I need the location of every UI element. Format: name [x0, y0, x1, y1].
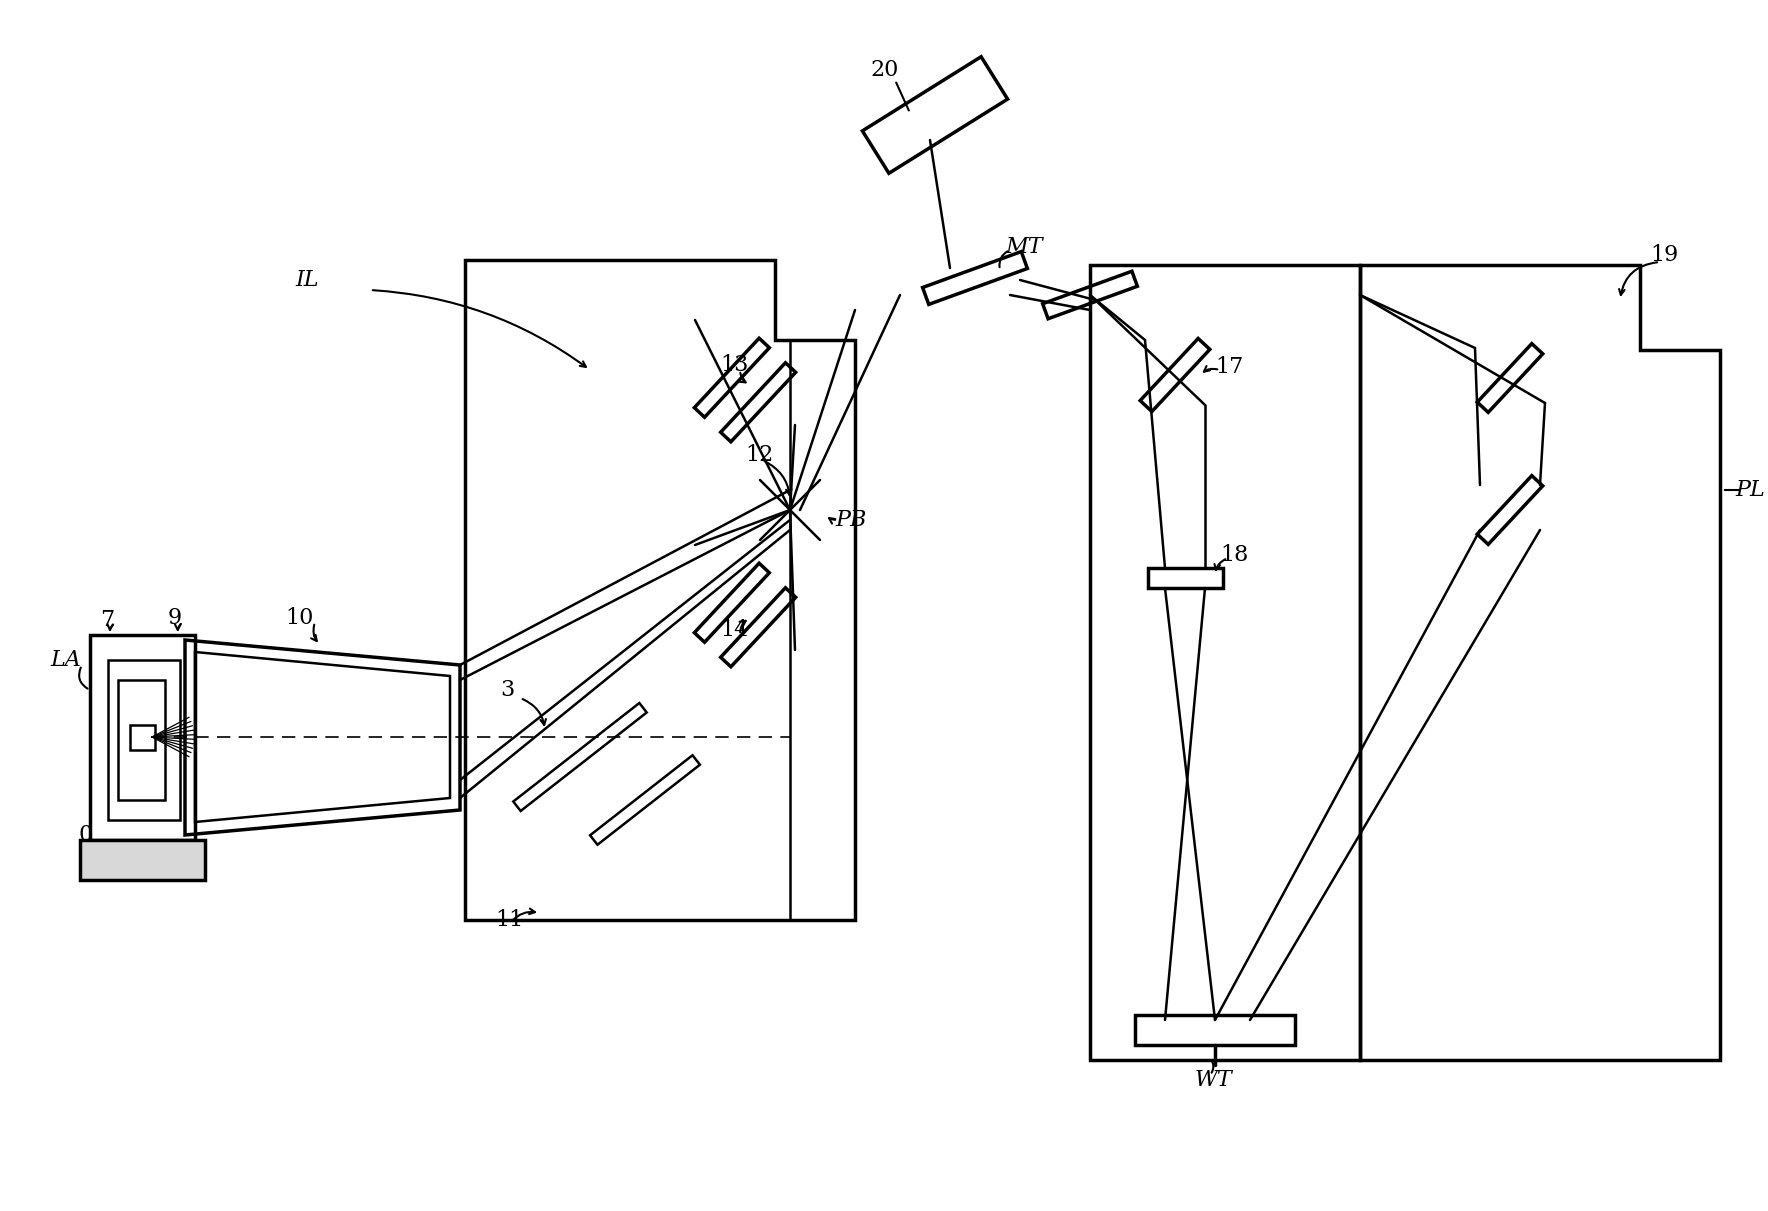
Text: 18: 18: [1220, 544, 1248, 566]
Text: 9: 9: [168, 607, 182, 629]
Text: WT: WT: [1195, 1069, 1232, 1091]
Text: 10: 10: [285, 607, 313, 629]
Polygon shape: [80, 840, 205, 880]
Text: 11: 11: [495, 909, 523, 931]
Text: 17: 17: [1215, 356, 1243, 378]
Text: 0: 0: [78, 823, 92, 846]
Text: 12: 12: [744, 444, 773, 466]
Text: 13: 13: [720, 354, 748, 375]
Text: 20: 20: [870, 59, 898, 81]
Text: 7: 7: [101, 609, 115, 631]
Text: LA: LA: [50, 649, 81, 671]
Text: MT: MT: [1004, 236, 1043, 258]
Text: IL: IL: [295, 269, 318, 291]
Text: 14: 14: [720, 619, 748, 641]
Text: PL: PL: [1734, 480, 1764, 501]
Text: 19: 19: [1650, 243, 1678, 266]
Text: PB: PB: [834, 509, 866, 530]
Text: 3: 3: [500, 679, 514, 701]
